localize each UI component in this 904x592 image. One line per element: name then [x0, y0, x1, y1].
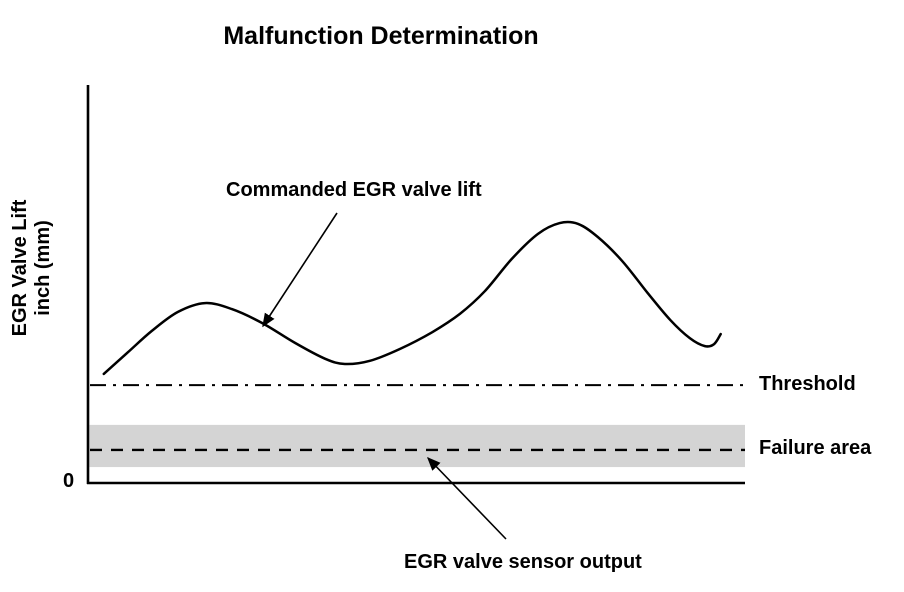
failure-area-band	[89, 424, 745, 468]
commanded-lift-curve	[102, 220, 722, 376]
chart-title: Malfunction Determination	[223, 22, 539, 50]
origin-zero-label: 0	[63, 470, 75, 492]
commanded-lift-label: Commanded EGR valve lift	[226, 179, 482, 201]
threshold-label: Threshold	[759, 373, 856, 395]
failure-area-label: Failure area	[759, 437, 872, 459]
y-axis-label: EGR Valve Lift inch (mm)	[9, 200, 55, 337]
commanded-annotation-arrow	[262, 212, 338, 328]
sensor-output-label: EGR valve sensor output	[404, 551, 642, 573]
y-axis-label-line2: inch (mm)	[32, 220, 54, 316]
y-axis-label-line1: EGR Valve Lift	[9, 199, 31, 337]
sensor-annotation-arrow	[427, 456, 507, 540]
